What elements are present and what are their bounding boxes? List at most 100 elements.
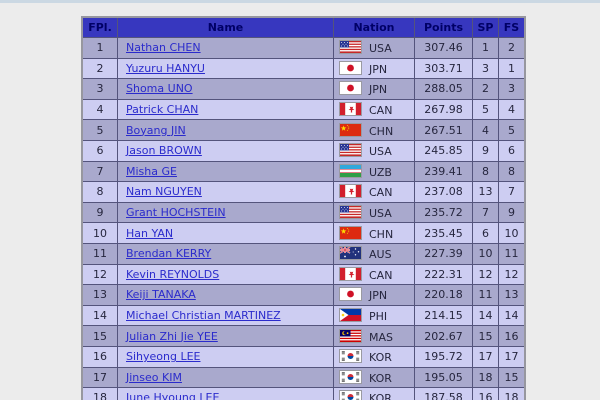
nation-code: JPN [369, 83, 388, 97]
skater-link[interactable]: Sihyeong LEE [126, 350, 201, 364]
nation-code: KOR [369, 371, 392, 385]
skater-link[interactable]: Nam NGUYEN [126, 185, 202, 199]
name-cell: Han YAN [117, 222, 334, 244]
points-cell: 222.31 [414, 263, 473, 286]
sp-cell: 5 [472, 98, 499, 121]
rank-cell: 12 [81, 263, 118, 286]
points-cell: 307.46 [414, 37, 473, 59]
table-row: 16 Sihyeong LEE KOR 195.72 17 17 [81, 345, 526, 368]
skater-link[interactable]: June Hyoung LEE [126, 391, 220, 400]
name-cell: Keiji TANAKA [117, 284, 334, 306]
jpn-flag-icon [339, 287, 362, 302]
fs-cell: 11 [498, 242, 526, 265]
sp-cell: 17 [472, 345, 499, 368]
nation-cell: CHN [333, 119, 415, 141]
nation-cell: KOR [333, 345, 415, 368]
skater-link[interactable]: Julian Zhi Jie YEE [126, 329, 218, 343]
sp-cell: 10 [472, 242, 499, 265]
nation-cell: JPN [333, 57, 415, 80]
skater-link[interactable]: Keiji TANAKA [126, 288, 196, 302]
sp-cell: 8 [472, 160, 499, 183]
column-header-fs: FS [498, 16, 526, 38]
fs-cell: 5 [498, 119, 526, 141]
sp-cell: 18 [472, 366, 499, 389]
table-row: 14 Michael Christian MARTINEZ PHI 214.15 14 1… [81, 304, 526, 327]
points-cell: 214.15 [414, 304, 473, 327]
jpn-flag-icon [339, 60, 362, 75]
skater-link[interactable]: Yuzuru HANYU [126, 61, 205, 75]
points-cell: 303.71 [414, 57, 473, 80]
aus-flag-icon [339, 246, 362, 261]
sp-cell: 11 [472, 284, 499, 306]
nation-code: UZB [369, 165, 392, 179]
nation-code: JPN [369, 289, 388, 303]
skater-link[interactable]: Misha GE [126, 164, 177, 178]
nation-cell: JPN [333, 78, 415, 100]
rank-cell: 9 [81, 201, 118, 224]
fs-cell: 7 [498, 181, 526, 203]
skater-link[interactable]: Patrick CHAN [126, 103, 199, 117]
sp-cell: 16 [472, 387, 499, 400]
header-row: FPl. Name Nation Points SP FS [81, 16, 526, 38]
sp-cell: 3 [472, 57, 499, 80]
usa-flag-icon [339, 40, 362, 55]
name-cell: Patrick CHAN [117, 98, 334, 121]
points-cell: 195.72 [414, 345, 473, 368]
nation-code: JPN [369, 62, 388, 76]
fs-cell: 16 [498, 325, 526, 347]
rank-cell: 5 [81, 119, 118, 141]
points-cell: 227.39 [414, 242, 473, 265]
rank-cell: 16 [81, 345, 118, 368]
rank-cell: 8 [81, 181, 118, 203]
skater-link[interactable]: Boyang JIN [126, 123, 186, 137]
fs-cell: 6 [498, 139, 526, 162]
nation-code: CHN [369, 227, 394, 241]
fs-cell: 8 [498, 160, 526, 183]
sp-cell: 4 [472, 119, 499, 141]
skater-link[interactable]: Grant HOCHSTEIN [126, 206, 226, 220]
rank-cell: 6 [81, 139, 118, 162]
rank-cell: 1 [81, 37, 118, 59]
name-cell: Yuzuru HANYU [117, 57, 334, 80]
skater-link[interactable]: Shoma UNO [126, 82, 193, 96]
jpn-flag-icon [339, 81, 362, 96]
fs-cell: 15 [498, 366, 526, 389]
column-header-fpl: FPl. [81, 16, 118, 38]
can-flag-icon [339, 102, 362, 117]
rank-cell: 17 [81, 366, 118, 389]
skater-link[interactable]: Michael Christian MARTINEZ [126, 309, 281, 323]
sp-cell: 13 [472, 181, 499, 203]
column-header-points: Points [414, 16, 473, 38]
name-cell: Kevin REYNOLDS [117, 263, 334, 286]
name-cell: June Hyoung LEE [117, 387, 334, 400]
skater-link[interactable]: Kevin REYNOLDS [126, 267, 220, 281]
nation-code: CAN [369, 104, 393, 118]
can-flag-icon [339, 266, 362, 281]
skater-link[interactable]: Nathan CHEN [126, 41, 201, 55]
skater-link[interactable]: Jinseo KIM [126, 370, 182, 384]
nation-code: USA [369, 42, 392, 56]
fs-cell: 9 [498, 201, 526, 224]
points-cell: 288.05 [414, 78, 473, 100]
kor-flag-icon [339, 390, 362, 400]
phi-flag-icon [339, 308, 362, 323]
nation-cell: KOR [333, 387, 415, 400]
skater-link[interactable]: Han YAN [126, 226, 174, 240]
points-cell: 235.45 [414, 222, 473, 244]
points-cell: 202.67 [414, 325, 473, 347]
skater-link[interactable]: Brendan KERRY [126, 247, 212, 261]
skater-link[interactable]: Jason BROWN [126, 144, 202, 158]
column-header-nation: Nation [333, 16, 415, 38]
table-row: 13 Keiji TANAKA JPN 220.18 11 13 [81, 284, 526, 306]
table-row: 18 June Hyoung LEE KOR 187.58 16 18 [81, 387, 526, 400]
name-cell: Grant HOCHSTEIN [117, 201, 334, 224]
name-cell: Michael Christian MARTINEZ [117, 304, 334, 327]
mas-flag-icon [339, 328, 362, 343]
table-row: 12 Kevin REYNOLDS CAN 222.31 12 12 [81, 263, 526, 286]
name-cell: Brendan KERRY [117, 242, 334, 265]
nation-cell: USA [333, 139, 415, 162]
rank-cell: 10 [81, 222, 118, 244]
fs-cell: 3 [498, 78, 526, 100]
nation-code: CAN [369, 268, 393, 282]
name-cell: Shoma UNO [117, 78, 334, 100]
